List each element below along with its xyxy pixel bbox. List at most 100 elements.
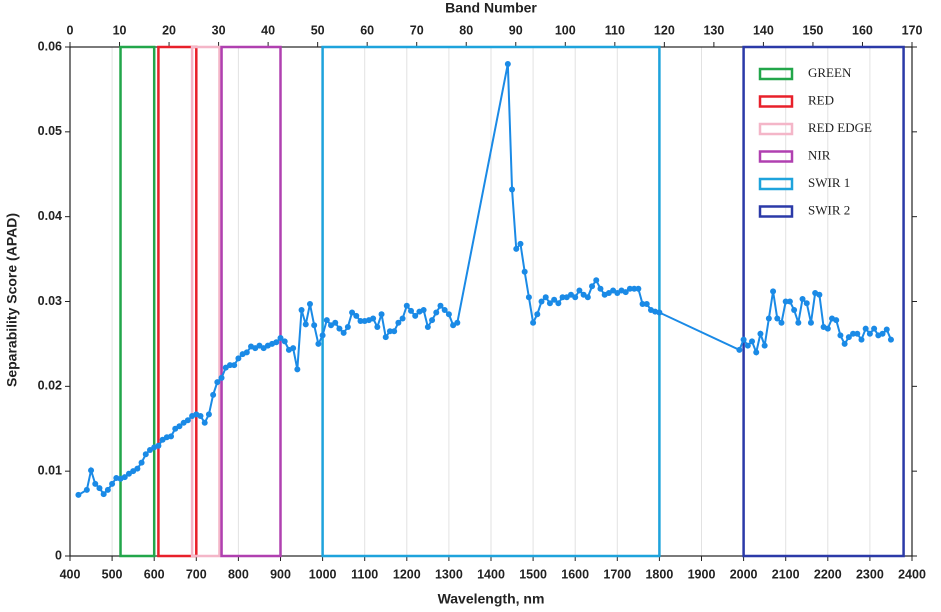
data-point bbox=[778, 319, 785, 326]
y-tick-label: 0.04 bbox=[38, 209, 62, 223]
data-point bbox=[374, 323, 381, 330]
data-point bbox=[858, 336, 865, 343]
data-point bbox=[298, 306, 305, 313]
data-point bbox=[437, 302, 444, 309]
x2-tick-label: 20 bbox=[162, 23, 176, 37]
data-point bbox=[546, 300, 553, 307]
data-point bbox=[332, 319, 339, 326]
data-point bbox=[551, 296, 558, 303]
data-point bbox=[740, 336, 747, 343]
data-point bbox=[92, 480, 99, 487]
data-point bbox=[521, 268, 528, 275]
data-point bbox=[635, 285, 642, 292]
data-point bbox=[353, 312, 360, 319]
data-point bbox=[134, 465, 141, 472]
x-tick-label: 500 bbox=[102, 567, 123, 581]
data-point bbox=[799, 295, 806, 302]
data-point bbox=[395, 319, 402, 326]
data-point bbox=[277, 334, 284, 341]
legend-swatch bbox=[758, 150, 794, 163]
x2-tick-label: 100 bbox=[555, 23, 576, 37]
data-point bbox=[509, 186, 516, 193]
x2-tick-label: 80 bbox=[459, 23, 473, 37]
data-point bbox=[226, 362, 233, 369]
data-point bbox=[214, 379, 221, 386]
x-tick-label: 700 bbox=[186, 567, 207, 581]
data-point bbox=[454, 319, 461, 326]
x-tick-label: 1900 bbox=[688, 567, 716, 581]
data-point bbox=[816, 291, 823, 298]
x-tick-label: 400 bbox=[60, 567, 81, 581]
data-point bbox=[231, 362, 238, 369]
data-point bbox=[753, 349, 760, 356]
data-point bbox=[441, 306, 448, 313]
data-point bbox=[218, 374, 225, 381]
x-tick-label: 2000 bbox=[730, 567, 758, 581]
x2-tick-label: 0 bbox=[67, 23, 74, 37]
data-point bbox=[525, 294, 532, 301]
data-point bbox=[786, 298, 793, 305]
x-tick-label: 800 bbox=[228, 567, 249, 581]
x-tick-label: 2100 bbox=[772, 567, 800, 581]
data-point bbox=[517, 240, 524, 247]
data-point bbox=[315, 340, 322, 347]
data-point bbox=[391, 328, 398, 335]
x2-tick-label: 140 bbox=[753, 23, 774, 37]
data-point bbox=[420, 306, 427, 313]
region-box bbox=[742, 45, 905, 558]
data-point bbox=[807, 319, 814, 326]
data-point bbox=[294, 366, 301, 373]
legend-swatch bbox=[758, 177, 794, 191]
data-point bbox=[862, 325, 869, 332]
data-point bbox=[323, 317, 330, 324]
data-point bbox=[109, 480, 116, 487]
data-point bbox=[744, 342, 751, 349]
data-point bbox=[424, 323, 431, 330]
data-point bbox=[176, 423, 183, 430]
data-point bbox=[643, 301, 650, 308]
legend-swatch bbox=[758, 122, 794, 136]
data-point bbox=[96, 485, 103, 492]
data-point bbox=[871, 325, 878, 332]
data-point bbox=[378, 311, 385, 318]
y-tick-label: 0.03 bbox=[38, 294, 62, 308]
x-tick-label: 1000 bbox=[309, 567, 337, 581]
x2-tick-label: 10 bbox=[113, 23, 127, 37]
region-box bbox=[321, 45, 661, 558]
x-tick-label: 1400 bbox=[477, 567, 505, 581]
data-point bbox=[155, 442, 162, 449]
data-point bbox=[184, 417, 191, 424]
data-point bbox=[349, 309, 356, 316]
data-point bbox=[88, 467, 95, 474]
data-point bbox=[761, 342, 768, 349]
data-point bbox=[538, 298, 545, 305]
data-point bbox=[854, 330, 861, 337]
data-point bbox=[386, 328, 393, 335]
data-point bbox=[382, 334, 389, 341]
data-point bbox=[883, 326, 890, 333]
data-point bbox=[597, 285, 604, 292]
data-point bbox=[235, 355, 242, 362]
x2-tick-label: 170 bbox=[902, 23, 923, 37]
data-point bbox=[631, 285, 638, 292]
data-point bbox=[504, 60, 511, 67]
x-tick-label: 1600 bbox=[561, 567, 589, 581]
data-point bbox=[866, 330, 873, 337]
legend-label: GREEN bbox=[808, 65, 852, 80]
data-point bbox=[639, 301, 646, 308]
data-point bbox=[75, 491, 82, 498]
data-point bbox=[626, 285, 633, 292]
legend-swatch bbox=[758, 205, 794, 218]
x-tick-label: 1500 bbox=[519, 567, 547, 581]
x-tick-label: 2300 bbox=[856, 567, 884, 581]
x2-tick-label: 130 bbox=[703, 23, 724, 37]
data-point bbox=[201, 419, 208, 426]
data-point bbox=[344, 323, 351, 330]
data-point bbox=[584, 294, 591, 301]
legend-label: SWIR 2 bbox=[808, 202, 850, 217]
x2-tick-label: 120 bbox=[654, 23, 675, 37]
x2-tick-label: 60 bbox=[360, 23, 374, 37]
data-point bbox=[530, 319, 537, 326]
data-point bbox=[841, 340, 848, 347]
x2-tick-label: 70 bbox=[410, 23, 424, 37]
